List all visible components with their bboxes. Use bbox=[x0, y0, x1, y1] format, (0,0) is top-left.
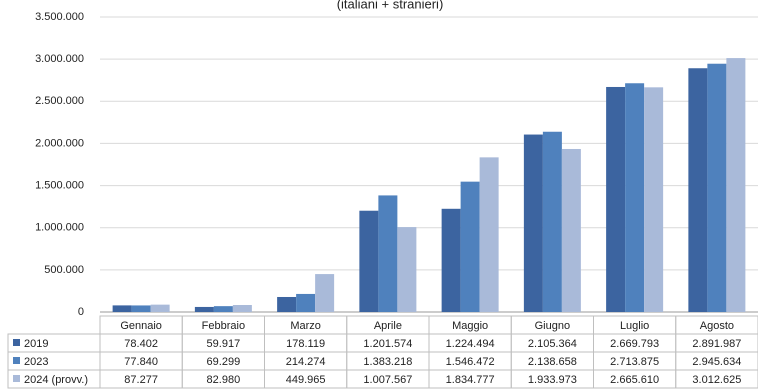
x-tick-label: Aprile bbox=[374, 320, 402, 332]
bar bbox=[625, 83, 645, 312]
bar bbox=[112, 305, 132, 312]
y-tick-label: 500.000 bbox=[44, 264, 84, 276]
legend-swatch bbox=[13, 375, 20, 382]
table-value: 2.945.634 bbox=[692, 356, 741, 368]
bar bbox=[688, 68, 708, 312]
x-tick-label: Agosto bbox=[700, 320, 734, 332]
bar bbox=[479, 157, 499, 312]
bar bbox=[150, 304, 170, 312]
bar bbox=[194, 306, 214, 312]
chart-title: (italiani + stranieri) bbox=[337, 0, 444, 11]
table-value: 1.933.973 bbox=[528, 374, 577, 386]
table-cell bbox=[7, 369, 101, 389]
bar bbox=[296, 293, 316, 312]
legend-swatch bbox=[13, 357, 20, 364]
bar bbox=[542, 131, 562, 312]
table-value: 77.840 bbox=[124, 356, 158, 368]
table-value: 1.201.574 bbox=[363, 338, 412, 350]
table-value: 82.980 bbox=[207, 374, 241, 386]
bar bbox=[606, 86, 626, 313]
legend-label: 2024 (provv.) bbox=[24, 374, 88, 386]
bar bbox=[707, 63, 727, 313]
bar bbox=[131, 305, 151, 312]
bar bbox=[441, 208, 461, 312]
y-tick-label: 1.000.000 bbox=[35, 222, 84, 234]
x-tick-label: Marzo bbox=[290, 320, 321, 332]
legend-swatch bbox=[13, 339, 20, 346]
table-value: 78.402 bbox=[124, 338, 158, 350]
y-tick-label: 3.500.000 bbox=[35, 11, 84, 23]
table-value: 2.138.658 bbox=[528, 356, 577, 368]
legend-label: 2023 bbox=[24, 356, 48, 368]
table-value: 1.546.472 bbox=[446, 356, 495, 368]
bar bbox=[232, 305, 252, 312]
bar bbox=[397, 227, 417, 312]
table-value: 178.119 bbox=[286, 338, 325, 350]
bar bbox=[523, 134, 543, 312]
bar bbox=[315, 274, 335, 312]
bar bbox=[561, 148, 581, 312]
x-tick-label: Gennaio bbox=[120, 320, 162, 332]
legend-label: 2019 bbox=[24, 338, 48, 350]
table-cell bbox=[675, 369, 758, 389]
table-value: 2.891.987 bbox=[692, 338, 741, 350]
y-tick-label: 3.000.000 bbox=[35, 53, 84, 65]
table-value: 214.274 bbox=[286, 356, 326, 368]
table-value: 2.665.610 bbox=[610, 374, 659, 386]
bar bbox=[460, 181, 480, 312]
bar bbox=[726, 58, 746, 312]
bar bbox=[213, 306, 233, 312]
bar bbox=[378, 195, 398, 312]
table-value: 2.713.875 bbox=[610, 356, 659, 368]
table-value: 1.834.777 bbox=[446, 374, 495, 386]
y-tick-label: 0 bbox=[78, 306, 84, 318]
table-value: 2.105.364 bbox=[528, 338, 577, 350]
table-value: 1.224.494 bbox=[446, 338, 495, 350]
x-tick-label: Luglio bbox=[620, 320, 649, 332]
y-tick-label: 1.500.000 bbox=[35, 179, 84, 191]
table-value: 87.277 bbox=[124, 374, 158, 386]
x-tick-label: Giugno bbox=[535, 320, 570, 332]
table-value: 1.007.567 bbox=[363, 374, 412, 386]
y-tick-label: 2.500.000 bbox=[35, 95, 84, 107]
table-cell bbox=[7, 333, 101, 353]
x-tick-label: Febbraio bbox=[202, 320, 245, 332]
table-value: 449.965 bbox=[286, 374, 326, 386]
table-value: 2.669.793 bbox=[610, 338, 659, 350]
y-tick-label: 2.000.000 bbox=[35, 137, 84, 149]
bar bbox=[277, 296, 297, 312]
table-value: 3.012.625 bbox=[692, 374, 741, 386]
bar bbox=[644, 87, 664, 313]
table-cell bbox=[7, 351, 101, 371]
table-value: 59.917 bbox=[207, 338, 241, 350]
table-value: 1.383.218 bbox=[363, 356, 412, 368]
x-tick-label: Maggio bbox=[452, 320, 488, 332]
bar bbox=[359, 210, 379, 312]
table-value: 69.299 bbox=[207, 356, 241, 368]
